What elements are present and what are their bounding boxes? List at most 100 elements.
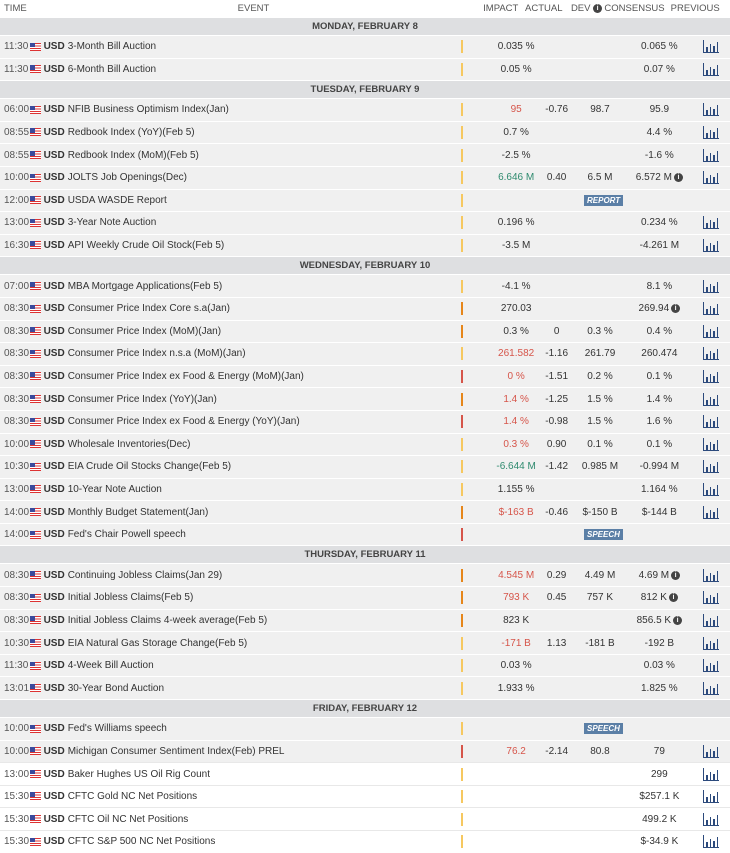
table-row[interactable]: 06:00 USD NFIB Business Optimism Index(Jan… [0,98,730,121]
chart-icon[interactable] [703,636,720,650]
table-row[interactable]: 13:00 USD 3-Year Note Auction 0.196 % 0.234 … [0,211,730,234]
info-icon[interactable]: i [673,173,683,183]
table-row[interactable]: 11:30 USD 4-Week Bill Auction 0.03 % 0.03 % [0,653,730,677]
event-cell[interactable]: USD CFTC S&P 500 NC Net Positions [44,836,451,847]
table-row[interactable]: 08:30 USD Consumer Price Index ex Food & E… [0,409,730,433]
event-name[interactable]: 3-Year Note Auction [67,217,157,229]
event-name[interactable]: USDA WASDE Report [67,194,167,206]
event-name[interactable]: Initial Jobless Claims(Feb 5) [67,592,194,604]
event-name[interactable]: Consumer Price Index (YoY)(Jan) [67,393,217,405]
table-row[interactable]: 08:30 USD Continuing Jobless Claims(Jan 29… [0,563,730,587]
event-cell[interactable]: USD MBA Mortgage Applications(Feb 5) [44,281,451,292]
event-name[interactable]: Initial Jobless Claims 4-week average(Fe… [67,614,268,626]
event-cell[interactable]: USD CFTC Gold NC Net Positions [44,791,451,802]
chart-icon[interactable] [703,659,720,673]
event-name[interactable]: Redbook Index (MoM)(Feb 5) [67,149,199,161]
chart-icon[interactable] [703,767,720,781]
event-cell[interactable]: USD Consumer Price Index ex Food & Energy… [44,371,451,382]
chart-icon[interactable] [703,324,720,338]
event-cell[interactable]: USD 10-Year Note Auction [44,484,451,495]
event-name[interactable]: JOLTS Job Openings(Dec) [67,172,187,184]
event-name[interactable]: Continuing Jobless Claims(Jan 29) [67,569,223,581]
event-cell[interactable]: USD Michigan Consumer Sentiment Index(Feb… [44,746,451,757]
table-row[interactable]: 10:00 USD Michigan Consumer Sentiment Inde… [0,739,730,763]
event-cell[interactable]: USD 4-Week Bill Auction [44,660,451,671]
chart-icon[interactable] [703,216,720,230]
event-name[interactable]: Wholesale Inventories(Dec) [67,438,191,450]
event-cell[interactable]: USD Redbook Index (MoM)(Feb 5) [44,150,451,161]
event-cell[interactable]: USD Baker Hughes US Oil Rig Count [44,769,451,780]
event-cell[interactable]: USD USDA WASDE Report [44,195,451,206]
table-row[interactable]: 08:30 USD Consumer Price Index Core s.a(Ja… [0,296,730,320]
table-row[interactable]: 10:30 USD EIA Natural Gas Storage Change(F… [0,631,730,654]
table-row[interactable]: 08:30 USD Initial Jobless Claims(Feb 5) 793… [0,586,730,609]
event-cell[interactable]: USD JOLTS Job Openings(Dec) [44,172,451,183]
event-name[interactable]: Consumer Price Index (MoM)(Jan) [67,325,222,337]
event-name[interactable]: NFIB Business Optimism Index(Jan) [67,104,229,116]
event-cell[interactable]: USD Consumer Price Index n.s.a (MoM)(Jan) [44,348,451,359]
event-name[interactable]: 30-Year Bond Auction [67,682,165,694]
chart-icon[interactable] [703,40,720,54]
event-cell[interactable]: USD Redbook Index (YoY)(Feb 5) [44,127,451,138]
event-cell[interactable]: USD Consumer Price Index (MoM)(Jan) [44,326,451,337]
event-cell[interactable]: USD Consumer Price Index Core s.a(Jan) [44,303,451,314]
table-row[interactable]: 12:00 USD USDA WASDE Report REPORT [0,188,730,212]
event-cell[interactable]: USD Fed's Williams speech [44,723,451,734]
event-name[interactable]: Fed's Chair Powell speech [67,529,186,541]
chart-icon[interactable] [703,239,720,253]
event-name[interactable]: 4-Week Bill Auction [67,660,154,672]
event-name[interactable]: CFTC Gold NC Net Positions [67,791,198,803]
table-row[interactable]: 14:00 USD Monthly Budget Statement(Jan) $-1… [0,500,730,523]
table-row[interactable]: 08:30 USD Consumer Price Index (MoM)(Jan) 0… [0,319,730,343]
table-row[interactable]: 08:30 USD Initial Jobless Claims 4-week av… [0,608,730,632]
chart-icon[interactable] [703,126,720,140]
event-cell[interactable]: USD Consumer Price Index (YoY)(Jan) [44,394,451,405]
info-icon[interactable]: i [668,593,678,603]
chart-icon[interactable] [703,835,720,849]
info-icon[interactable]: i [671,570,681,580]
chart-icon[interactable] [703,171,720,185]
event-name[interactable]: Consumer Price Index Core s.a(Jan) [67,303,230,315]
event-cell[interactable]: USD Initial Jobless Claims 4-week average… [44,615,451,626]
info-icon[interactable]: i [671,304,681,314]
table-row[interactable]: 08:30 USD Consumer Price Index (YoY)(Jan) 1… [0,387,730,410]
table-row[interactable]: 13:01 USD 30-Year Bond Auction 1.933 % 1.825… [0,676,730,700]
event-cell[interactable]: USD 3-Year Note Auction [44,217,451,228]
chart-icon[interactable] [703,302,720,316]
chart-icon[interactable] [703,103,720,117]
event-name[interactable]: 6-Month Bill Auction [67,63,157,75]
event-cell[interactable]: USD Fed's Chair Powell speech [44,529,451,540]
chart-icon[interactable] [703,681,720,695]
chart-icon[interactable] [703,460,720,474]
event-name[interactable]: Redbook Index (YoY)(Feb 5) [67,127,195,139]
event-cell[interactable]: USD CFTC Oil NC Net Positions [44,814,451,825]
table-row[interactable]: 15:30 USD CFTC Oil NC Net Positions 499.2 K [0,807,730,830]
table-row[interactable]: 10:00 USD Fed's Williams speech SPEECH [0,717,730,740]
table-row[interactable]: 13:00 USD Baker Hughes US Oil Rig Count 299 [0,762,730,785]
chart-icon[interactable] [703,347,720,361]
event-name[interactable]: EIA Crude Oil Stocks Change(Feb 5) [67,461,232,473]
event-cell[interactable]: USD Monthly Budget Statement(Jan) [44,507,451,518]
table-row[interactable]: 08:30 USD Consumer Price Index n.s.a (MoM)… [0,342,730,365]
event-name[interactable]: Fed's Williams speech [67,723,167,735]
event-name[interactable]: Consumer Price Index n.s.a (MoM)(Jan) [67,348,246,360]
event-cell[interactable]: USD 6-Month Bill Auction [44,64,451,75]
event-cell[interactable]: USD Consumer Price Index ex Food & Energy… [44,416,451,427]
table-row[interactable]: 10:30 USD EIA Crude Oil Stocks Change(Feb … [0,455,730,478]
chart-icon[interactable] [703,812,720,826]
table-row[interactable]: 13:00 USD 10-Year Note Auction 1.155 % 1.164… [0,477,730,501]
table-row[interactable]: 14:00 USD Fed's Chair Powell speech SPEECH [0,522,730,546]
event-name[interactable]: Michigan Consumer Sentiment Index(Feb) P… [67,745,285,757]
chart-icon[interactable] [703,613,720,627]
table-row[interactable]: 10:00 USD JOLTS Job Openings(Dec) 6.646 M 0.… [0,165,730,189]
event-name[interactable]: 3-Month Bill Auction [67,41,157,53]
chart-icon[interactable] [703,392,720,406]
event-name[interactable]: CFTC S&P 500 NC Net Positions [67,836,216,848]
chart-icon[interactable] [703,437,720,451]
table-row[interactable]: 11:30 USD 3-Month Bill Auction 0.035 % 0.065… [0,35,730,58]
table-row[interactable]: 08:30 USD Consumer Price Index ex Food & E… [0,364,730,388]
event-name[interactable]: Monthly Budget Statement(Jan) [67,506,209,518]
table-row[interactable]: 10:00 USD Wholesale Inventories(Dec) 0.3 % 0… [0,432,730,456]
table-row[interactable]: 08:55 USD Redbook Index (MoM)(Feb 5) -2.5 %… [0,143,730,166]
table-row[interactable]: 07:00 USD MBA Mortgage Applications(Feb 5)… [0,274,730,297]
